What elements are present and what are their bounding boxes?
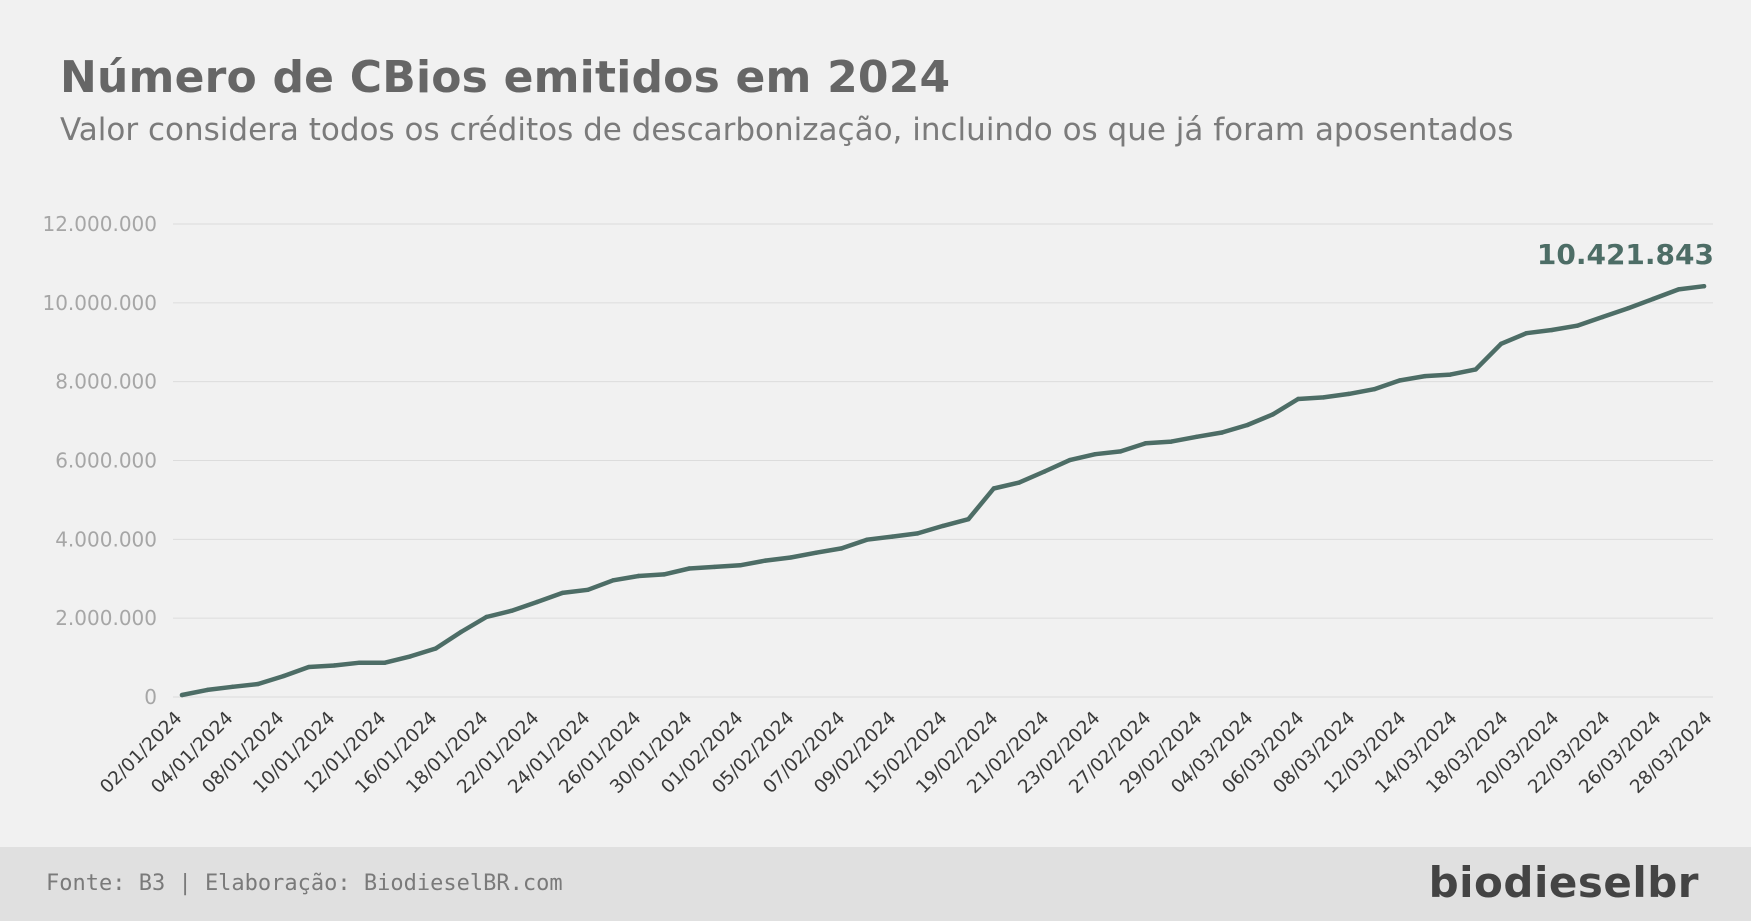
data-point [763, 558, 768, 563]
data-point [1143, 440, 1149, 446]
y-tick-label: 6.000.000 [55, 449, 157, 473]
data-point [1346, 391, 1352, 397]
data-point [255, 681, 261, 687]
data-point [560, 590, 565, 596]
data-point [839, 546, 844, 551]
data-point [915, 531, 920, 536]
data-point [1118, 449, 1123, 454]
data-point [1245, 422, 1250, 428]
data-point [1169, 439, 1174, 444]
data-point [1042, 469, 1047, 474]
data-point [864, 537, 870, 542]
data-point [1093, 451, 1098, 457]
series-layer [179, 283, 1707, 698]
data-point [1498, 341, 1504, 347]
data-point [306, 664, 312, 670]
data-point [1625, 306, 1631, 311]
y-tick-label: 0 [144, 685, 157, 709]
data-point [1574, 323, 1580, 328]
data-point [179, 692, 185, 698]
data-point [1448, 372, 1453, 377]
y-tick-label: 2.000.000 [55, 606, 157, 630]
data-point [687, 566, 692, 571]
data-point [737, 563, 743, 568]
data-point [1397, 378, 1402, 383]
data-point [230, 684, 235, 689]
y-tick-label: 12.000.000 [42, 212, 157, 236]
data-point [205, 687, 210, 693]
data-point [1067, 457, 1073, 463]
data-point [433, 646, 438, 651]
data-point [281, 673, 286, 679]
data-point [991, 486, 996, 491]
data-point [534, 599, 540, 605]
data-point [966, 517, 971, 522]
data-point [509, 608, 514, 613]
data-point [1194, 434, 1199, 440]
grid-lines [173, 223, 1713, 698]
data-point [585, 587, 591, 592]
chart-header: Número de CBios emitidos em 2024 Valor c… [60, 48, 1711, 152]
y-tick-label: 10.000.000 [42, 291, 157, 315]
data-point [1321, 395, 1326, 400]
data-point [332, 663, 337, 668]
data-point [357, 660, 362, 665]
data-point [382, 660, 388, 665]
data-point [1676, 287, 1681, 292]
data-point [1651, 296, 1656, 302]
data-point [890, 534, 895, 539]
chart-subtitle: Valor considera todos os créditos de des… [60, 112, 1514, 148]
y-axis-ticks: 0 2.000.000 4.000.000 6.000.000 8.000.000 10.… [42, 212, 157, 709]
series-line [179, 283, 1707, 698]
data-point [1524, 330, 1529, 336]
data-point [1473, 367, 1478, 372]
data-point [484, 614, 489, 620]
data-point [1219, 430, 1225, 435]
data-point [1422, 373, 1428, 379]
data-point [1372, 386, 1377, 392]
source-credit: Fonte: B3 | Elaboração: BiodieselBR.com [46, 871, 563, 896]
data-point [813, 550, 819, 555]
data-point [1270, 412, 1275, 417]
data-point [788, 555, 793, 560]
data-point [1295, 396, 1301, 402]
data-point [611, 578, 616, 583]
data-point [1016, 480, 1022, 485]
x-axis-ticks: 02/01/202404/01/202408/01/202410/01/2024… [96, 708, 1716, 798]
data-point [940, 523, 946, 529]
annotation-layer: 10.421.843 [1537, 238, 1714, 271]
y-tick-label: 8.000.000 [55, 370, 157, 394]
data-point [636, 573, 641, 579]
data-point [712, 564, 717, 570]
last-value-label: 10.421.843 [1537, 238, 1714, 271]
footer: Fonte: B3 | Elaboração: BiodieselBR.com … [0, 847, 1751, 921]
data-point [1701, 284, 1707, 289]
brand-logo: biodieselbr [1428, 858, 1699, 907]
data-point [1600, 314, 1605, 320]
data-point [661, 572, 667, 577]
chart-title: Número de CBios emitidos em 2024 [60, 52, 951, 103]
y-tick-label: 4.000.000 [55, 527, 157, 551]
data-point [458, 629, 464, 635]
data-point [408, 654, 413, 659]
data-point [1549, 327, 1555, 333]
